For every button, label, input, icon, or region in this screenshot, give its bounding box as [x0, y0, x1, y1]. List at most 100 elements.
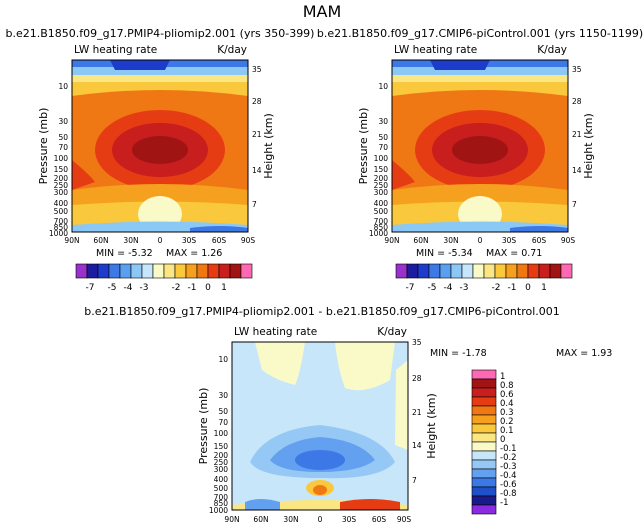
- colorbar-swatch: [218, 263, 231, 279]
- field-level-warm-core: [313, 485, 327, 495]
- y-tick-label: 50: [378, 133, 388, 142]
- y-tick-label: 200: [374, 174, 389, 183]
- y-right-axis-label: Height (km): [582, 113, 595, 179]
- x-tick-label: 60N: [253, 515, 268, 524]
- x-tick-label: 30N: [443, 236, 458, 245]
- colorbar-tick-label: -0.3: [500, 462, 517, 472]
- field-level-darkred-core: [132, 136, 188, 164]
- colorbar-swatch: [108, 263, 121, 279]
- y-tick-label: 850: [54, 223, 69, 232]
- y-right-axis-label: Height (km): [425, 393, 438, 459]
- y-right-tick-label: 21: [252, 130, 262, 139]
- y-tick-label: 70: [58, 143, 68, 152]
- colorbar-swatch: [141, 263, 154, 279]
- colorbar-tick-label: 1: [541, 283, 547, 293]
- colorbar-swatch: [471, 396, 497, 407]
- x-tick-label: 60S: [212, 236, 227, 245]
- y-right-tick-label: 21: [412, 408, 422, 417]
- y-tick-label: 850: [214, 499, 229, 508]
- min-label: MIN = -1.78: [430, 348, 487, 359]
- panel-left-label: LW heating rate: [234, 326, 317, 338]
- colorbar-swatch: [152, 263, 165, 279]
- colorbar-tick-label: 0.2: [500, 417, 514, 427]
- colorbar-swatch: [471, 369, 497, 380]
- y-right-tick-label: 14: [572, 166, 582, 175]
- max-label: MAX = 0.71: [486, 248, 542, 259]
- y-tick-label: 150: [214, 442, 229, 451]
- y-right-tick-label: 7: [252, 200, 257, 209]
- y-tick-label: 500: [374, 207, 389, 216]
- panel-title: b.e21.B1850.f09_g17.CMIP6-piControl.001 …: [317, 27, 643, 40]
- panel-left-label: LW heating rate: [74, 44, 157, 56]
- y-right-tick-label: 28: [572, 97, 582, 106]
- colorbar-swatch: [560, 263, 573, 279]
- colorbar-tick-labels: 1 0.8 0.6 0.4 0.3 0.2 0.1 0 -0.1 -0.2 -0…: [500, 372, 517, 508]
- y-tick-label: 400: [54, 199, 69, 208]
- plot-frame: [391, 59, 569, 233]
- field-level-blue-patch: [110, 60, 170, 70]
- y-right-tick-label: 35: [252, 65, 262, 74]
- y-tick-label: 30: [58, 117, 68, 126]
- colorbar-swatch: [461, 263, 474, 279]
- y-right-tick-label: 7: [412, 476, 417, 485]
- plot-frame: [231, 341, 409, 511]
- colorbar-tick-label: 0: [205, 283, 211, 293]
- y-tick-label: 10: [378, 82, 388, 91]
- colorbar-tick-label: -0.2: [500, 453, 517, 463]
- panel-difference: b.e21.B1850.f09_g17.PMIP4-pliomip2.001 -…: [84, 305, 612, 524]
- max-label: MAX = 1.26: [166, 248, 222, 259]
- field-level-surface-cold: [245, 499, 280, 510]
- x-tick-label: 90N: [384, 236, 399, 245]
- max-label: MAX = 1.93: [556, 348, 612, 359]
- colorbar: [75, 263, 253, 279]
- y-tick-label: 700: [54, 217, 69, 226]
- x-tick-label: 90S: [397, 515, 412, 524]
- colorbar-swatch: [450, 263, 463, 279]
- panel-left-label: LW heating rate: [394, 44, 477, 56]
- axis-y-left: 10 30 50 70 100 150 200 250 300 400 500 …: [49, 82, 68, 238]
- y-tick-label: 300: [374, 188, 389, 197]
- colorbar-swatch: [549, 263, 562, 279]
- colorbar-tick-label: -2: [492, 283, 501, 293]
- colorbar-tick-label: 1: [221, 283, 227, 293]
- colorbar-swatch: [471, 477, 497, 488]
- colorbar-tick-label: -7: [86, 283, 95, 293]
- colorbar-tick-label: -0.8: [500, 489, 517, 499]
- y-right-tick-label: 21: [572, 130, 582, 139]
- colorbar-tick-label: 0.8: [500, 381, 514, 391]
- y-tick-label: 400: [374, 199, 389, 208]
- axis-y-left: 10 30 50 70 100 150 200 250 300 400 500 …: [369, 82, 388, 238]
- colorbar-tick-label: -7: [406, 283, 415, 293]
- x-tick-label: 90N: [224, 515, 239, 524]
- colorbar-swatch: [505, 263, 518, 279]
- y-tick-label: 100: [54, 154, 69, 163]
- x-tick-label: 60N: [93, 236, 108, 245]
- y-axis-label: Pressure (mb): [37, 108, 50, 185]
- plot-frame: [71, 59, 249, 233]
- colorbar-swatch: [471, 504, 497, 515]
- min-label: MIN = -5.32: [96, 248, 153, 259]
- y-right-tick-label: 14: [412, 441, 422, 450]
- y-tick-label: 250: [214, 458, 229, 467]
- colorbar-swatch: [471, 387, 497, 398]
- min-label: MIN = -5.34: [416, 248, 473, 259]
- heatmap-field: [392, 60, 568, 232]
- colorbar-tick-label: -0.1: [500, 444, 517, 454]
- colorbar-tick-labels: -7 -5 -4 -3 -2 -1 0 1: [406, 283, 547, 293]
- x-tick-label: 30S: [182, 236, 197, 245]
- colorbar-swatch: [538, 263, 551, 279]
- colorbar-tick-label: 0.6: [500, 390, 514, 400]
- y-tick-label: 500: [54, 207, 69, 216]
- heatmap-field: [72, 60, 248, 232]
- colorbar-tick-label: -3: [140, 283, 149, 293]
- colorbar-swatch: [174, 263, 187, 279]
- y-axis-label: Pressure (mb): [197, 388, 210, 465]
- colorbar-swatch: [229, 263, 242, 279]
- colorbar: [471, 369, 497, 515]
- x-tick-label: 90S: [241, 236, 256, 245]
- colorbar-swatch: [439, 263, 452, 279]
- field-level-blue-patch: [430, 60, 490, 70]
- colorbar-tick-label: -5: [428, 283, 437, 293]
- x-tick-label: 0: [158, 236, 163, 245]
- y-tick-label: 1000: [369, 229, 388, 238]
